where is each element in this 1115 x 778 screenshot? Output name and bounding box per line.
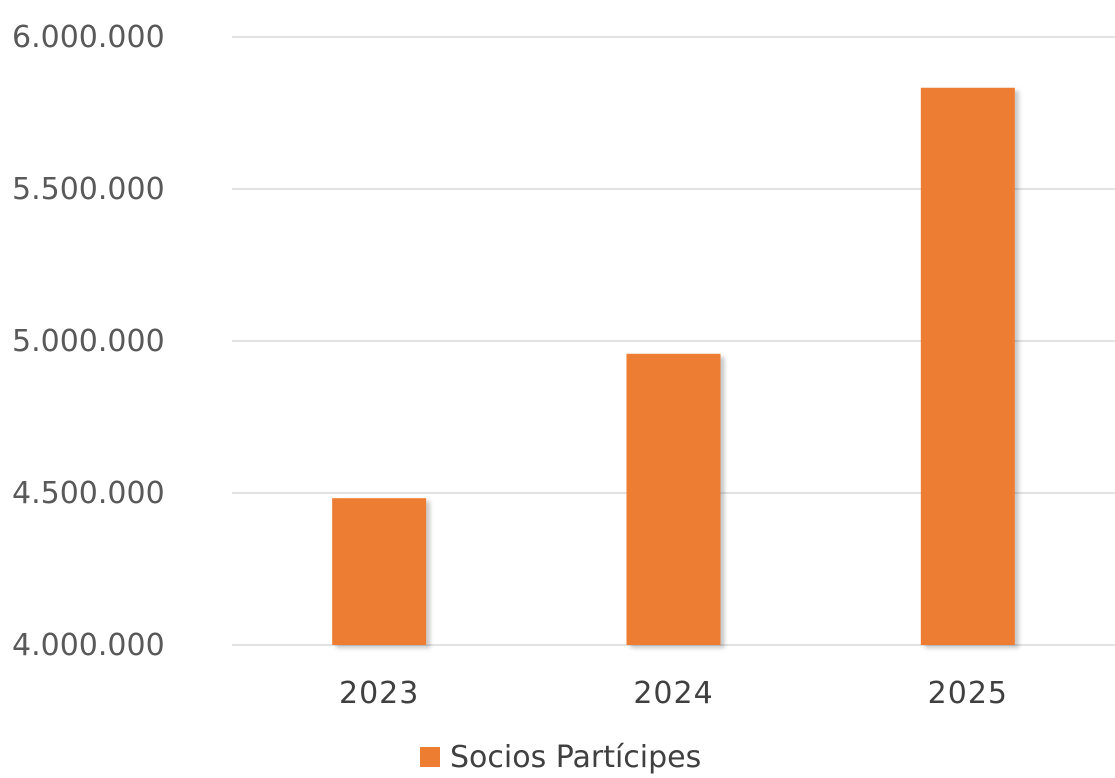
x-tick-label: 2023 <box>339 676 419 711</box>
bar-2025 <box>920 87 1015 645</box>
bar-2023 <box>332 498 427 645</box>
y-tick-label: 5.000.000 <box>12 324 165 359</box>
x-tick-label: 2025 <box>928 676 1008 711</box>
x-axis-tick-labels: 2023 2024 2025 <box>339 676 1008 711</box>
y-axis-tick-labels: 4.000.000 4.500.000 5.000.000 5.500.000 6.00… <box>12 20 165 663</box>
legend-swatch <box>420 747 440 767</box>
y-tick-label: 4.000.000 <box>12 628 165 663</box>
y-tick-label: 5.500.000 <box>12 172 165 207</box>
x-tick-label: 2024 <box>633 676 713 711</box>
legend-label: Socios Partícipes <box>450 740 701 775</box>
legend: Socios Partícipes <box>420 740 701 775</box>
y-tick-label: 6.000.000 <box>12 20 165 55</box>
bar-2024 <box>626 353 721 645</box>
y-tick-label: 4.500.000 <box>12 476 165 511</box>
bars <box>332 87 1015 645</box>
